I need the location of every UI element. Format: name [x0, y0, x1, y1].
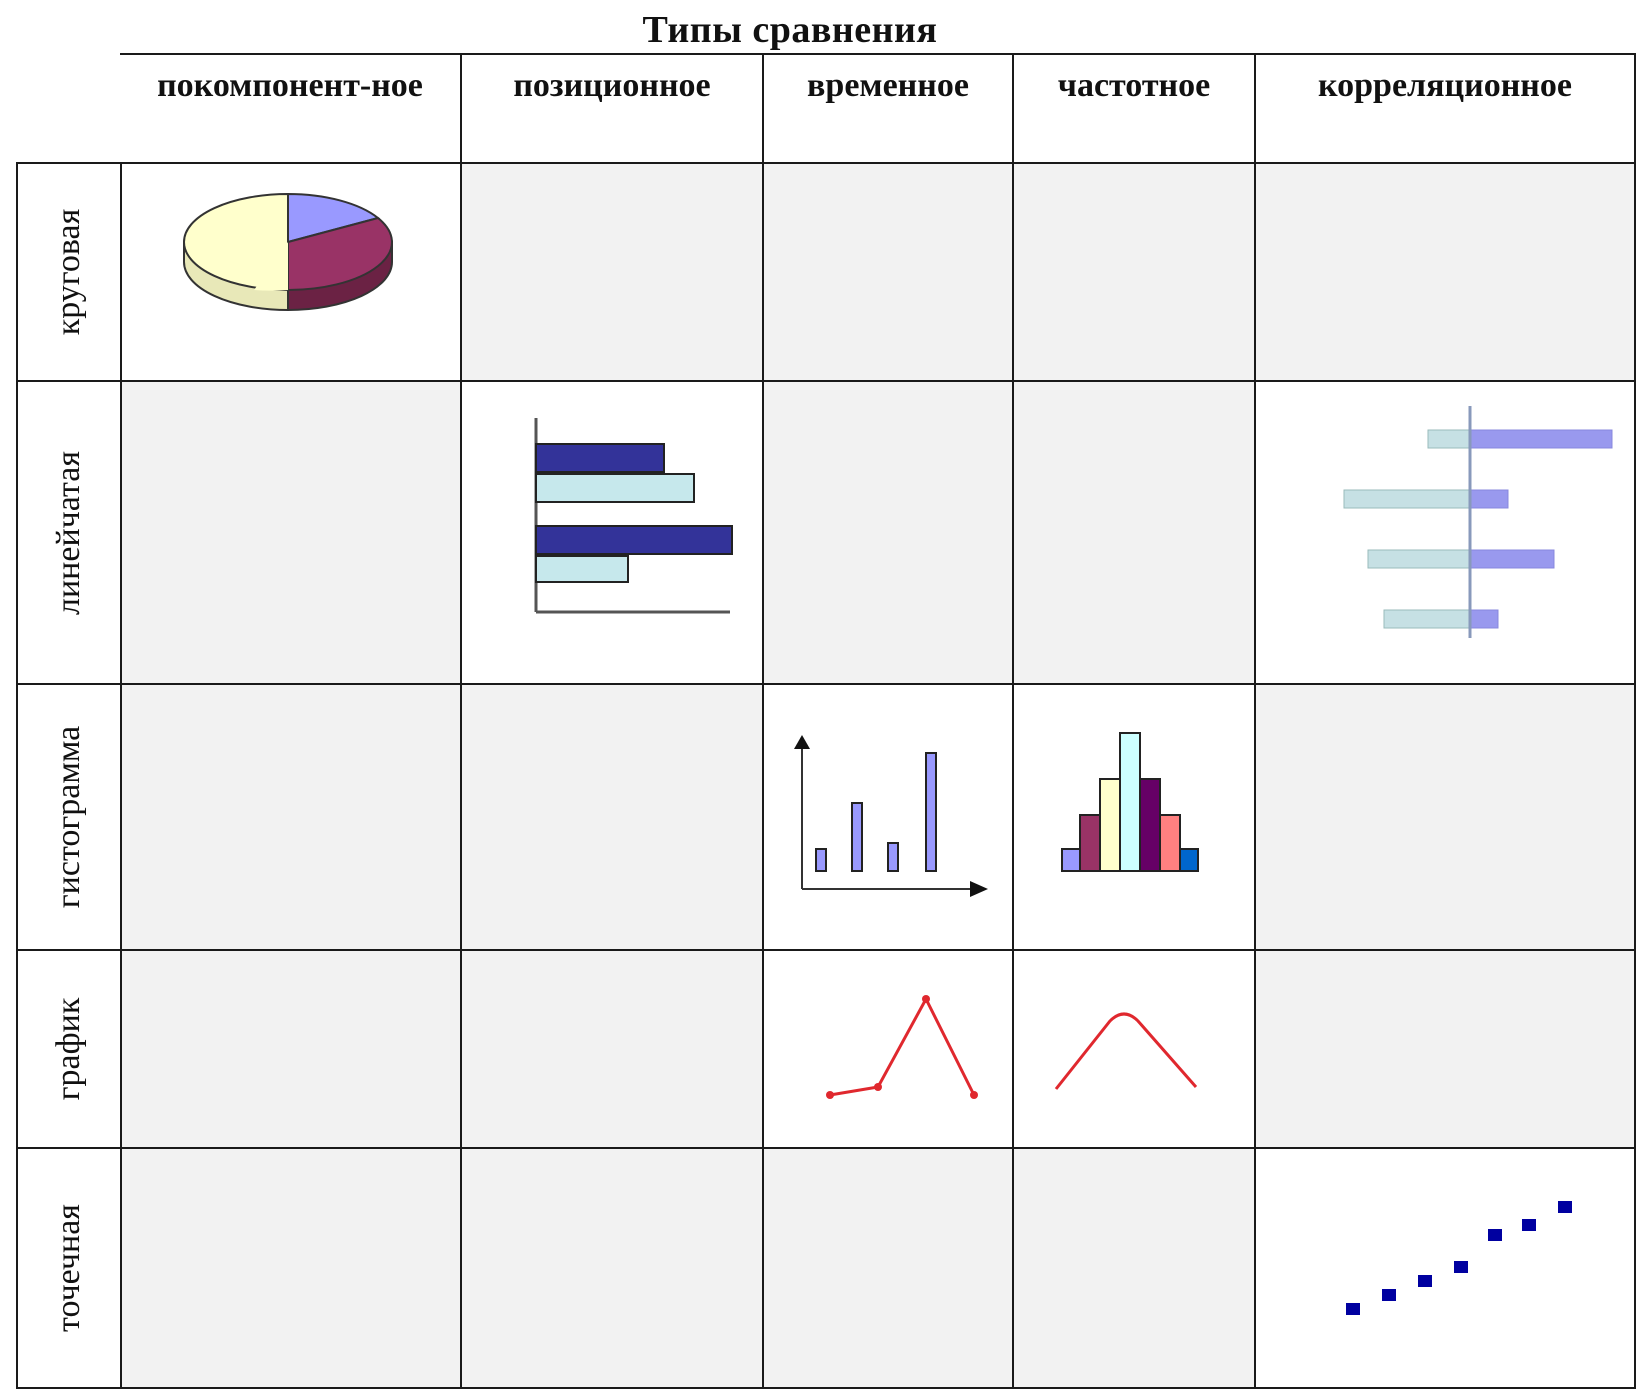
row-header-pie: круговая	[18, 164, 122, 382]
cell-histogram-correlation	[1256, 685, 1636, 951]
row-header-bar: линейчатая	[18, 382, 122, 685]
cell-scatter-frequency	[1014, 1149, 1256, 1389]
cell-pie-correlation	[1256, 164, 1636, 382]
cell-line-temporal	[764, 951, 1014, 1149]
curve-chart-icon	[1054, 1012, 1198, 1090]
column-header-label: позиционное	[513, 67, 711, 104]
column-header-label: корреляционное	[1318, 67, 1572, 104]
row-header-label: график	[50, 997, 87, 1101]
line-chart-markers-icon	[826, 995, 978, 1099]
row-header-line: график	[18, 951, 122, 1149]
cell-pie-positional	[462, 164, 764, 382]
horizontal-bar-chart-icon	[534, 418, 733, 614]
column-header-component: покомпонент-ное	[120, 55, 462, 164]
diverging-bar-chart-icon	[1343, 406, 1613, 638]
row-header-scatter: точечная	[18, 1149, 122, 1389]
column-header-label: частотное	[1057, 67, 1211, 104]
pie-chart-icon	[183, 192, 393, 312]
rowhead-top-border	[16, 162, 122, 164]
cell-bar-positional	[462, 382, 764, 685]
row-header-label: точечная	[50, 1204, 87, 1332]
column-header-label: покомпонент-ное	[157, 67, 423, 104]
cell-bar-correlation	[1256, 382, 1636, 685]
cell-histogram-positional	[462, 685, 764, 951]
row-header-histogram: гистограмма	[18, 685, 122, 951]
column-header-temporal: временное	[764, 55, 1014, 164]
histogram-icon	[1061, 732, 1199, 872]
row-header-label: гистограмма	[50, 725, 87, 909]
cell-pie-frequency	[1014, 164, 1256, 382]
cell-line-frequency	[1014, 951, 1256, 1149]
cell-bar-frequency	[1014, 382, 1256, 685]
cell-pie-temporal	[764, 164, 1014, 382]
column-header-label: временное	[807, 67, 969, 104]
column-chart-with-axes-icon	[794, 735, 988, 897]
cell-line-component	[122, 951, 462, 1149]
cell-scatter-correlation	[1256, 1149, 1636, 1389]
row-header-label: круговая	[50, 208, 87, 336]
scatter-plot-icon	[1346, 1201, 1572, 1315]
header-top-border	[120, 53, 1636, 55]
cell-line-positional	[462, 951, 764, 1149]
cell-line-correlation	[1256, 951, 1636, 1149]
cell-bar-component	[122, 382, 462, 685]
cell-bar-temporal	[764, 382, 1014, 685]
cell-scatter-temporal	[764, 1149, 1014, 1389]
column-header-correlation: корреляционное	[1256, 55, 1636, 164]
cell-histogram-temporal	[764, 685, 1014, 951]
column-header-frequency: частотное	[1014, 55, 1256, 164]
cell-histogram-frequency	[1014, 685, 1256, 951]
cell-scatter-positional	[462, 1149, 764, 1389]
cell-histogram-component	[122, 685, 462, 951]
row-header-label: линейчатая	[50, 450, 87, 615]
rowhead-left-border	[16, 162, 18, 1389]
cell-pie-component	[122, 164, 462, 382]
table-title: Типы сравнения	[642, 9, 938, 51]
column-header-positional: позиционное	[462, 55, 764, 164]
cell-scatter-component	[122, 1149, 462, 1389]
